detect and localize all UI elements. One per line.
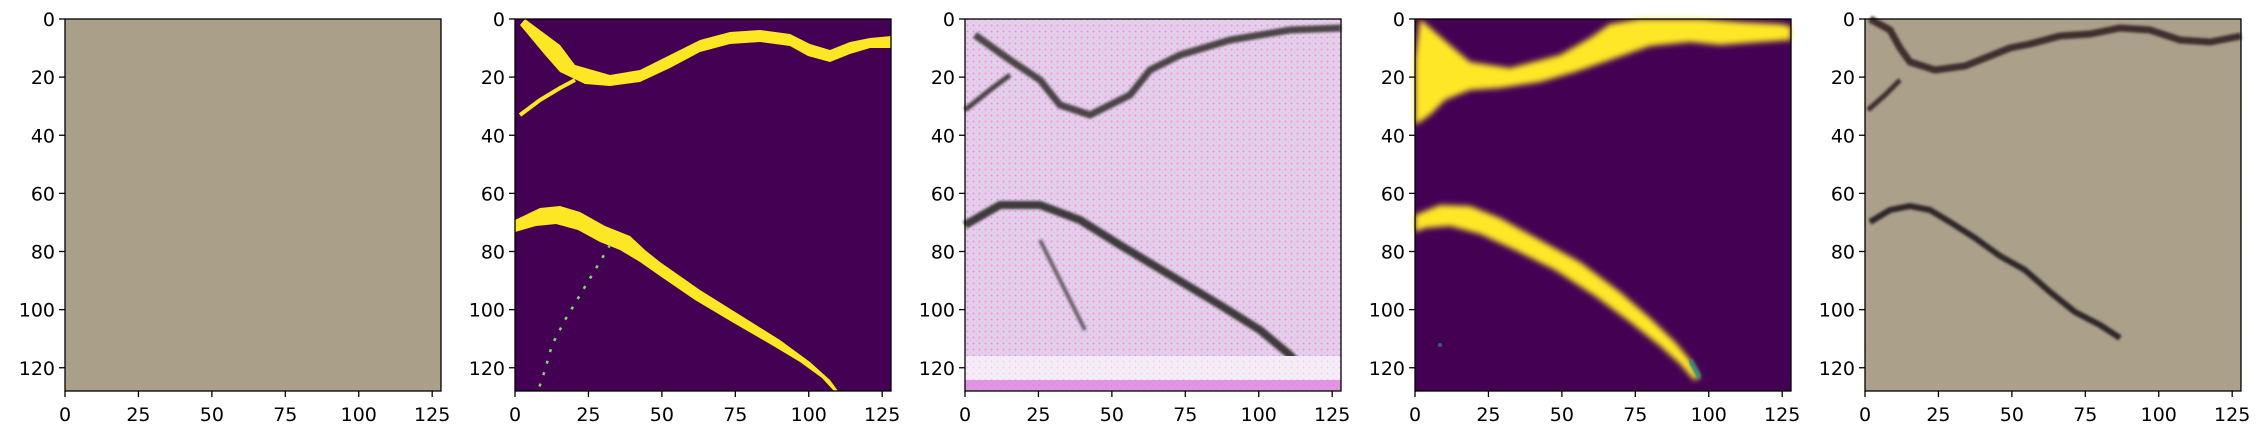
y-tick-label: 120 <box>1369 358 1405 380</box>
y-tick-label: 80 <box>1381 242 1405 264</box>
x-tick-label: 0 <box>959 404 971 426</box>
x-tick-label: 50 <box>200 404 224 426</box>
x-tick-label: 75 <box>1623 404 1647 426</box>
y-tick-label: 0 <box>943 9 955 31</box>
x-tick-label: 75 <box>723 404 747 426</box>
y-tick-label: 40 <box>481 125 505 147</box>
x-tick-label: 25 <box>576 404 600 426</box>
x-tick-label: 50 <box>2000 404 2024 426</box>
composite-crack-lower <box>1868 202 2122 341</box>
x-tick-label: 50 <box>650 404 674 426</box>
y-tick-label: 0 <box>1393 9 1405 31</box>
x-tick-label: 100 <box>2141 404 2177 426</box>
y-tick-label: 40 <box>1831 125 1855 147</box>
y-tick-label: 60 <box>1831 183 1855 205</box>
softmask-crack-upper <box>1415 19 1791 125</box>
crack-mask-lower <box>515 206 838 391</box>
y-tick-label: 120 <box>1819 358 1855 380</box>
y-tick-label: 80 <box>481 242 505 264</box>
axis-frame <box>964 18 1342 392</box>
x-tick-label: 75 <box>1173 404 1197 426</box>
y-tick-label: 80 <box>931 242 955 264</box>
x-tick-label: 25 <box>1026 404 1050 426</box>
x-tick-label: 125 <box>2214 404 2250 426</box>
y-tick-label: 100 <box>19 300 55 322</box>
y-tick-label: 80 <box>31 242 55 264</box>
x-tick-label: 125 <box>414 404 450 426</box>
y-tick-label: 20 <box>1831 67 1855 89</box>
y-tick-label: 0 <box>43 9 55 31</box>
x-tick-label: 75 <box>273 404 297 426</box>
x-tick-label: 25 <box>1476 404 1500 426</box>
mask-background <box>515 19 891 391</box>
axes-binary-mask: 0 25 50 75 100 125 0 20 40 60 80 100 120 <box>469 9 901 426</box>
x-tick-label: 75 <box>2073 404 2097 426</box>
x-tick-label: 50 <box>1550 404 1574 426</box>
crack-mask-upper <box>520 19 891 86</box>
x-tick-label: 100 <box>1241 404 1277 426</box>
y-tick-label: 20 <box>31 67 55 89</box>
softmask-crack-lower <box>1415 205 1700 380</box>
panel-generated-texture <box>963 19 1342 391</box>
y-tick-label: 40 <box>931 125 955 147</box>
y-tick-label: 20 <box>1381 67 1405 89</box>
x-tick-label: 25 <box>126 404 150 426</box>
y-tick-label: 120 <box>19 358 55 380</box>
y-tick-label: 40 <box>31 125 55 147</box>
y-tick-label: 120 <box>469 358 505 380</box>
y-tick-label: 100 <box>1369 300 1405 322</box>
y-tick-label: 80 <box>1831 242 1855 264</box>
x-tick-label: 0 <box>59 404 71 426</box>
x-tick-label: 125 <box>1314 404 1350 426</box>
x-tick-label: 0 <box>509 404 521 426</box>
y-tick-label: 0 <box>493 9 505 31</box>
y-tick-label: 0 <box>1843 9 1855 31</box>
x-tick-label: 50 <box>1100 404 1124 426</box>
x-tick-label: 100 <box>791 404 827 426</box>
y-tick-label: 100 <box>1819 300 1855 322</box>
x-tick-label: 100 <box>1691 404 1727 426</box>
y-tick-label: 60 <box>481 183 505 205</box>
axes-composited-crack: 0 25 50 75 100 125 0 20 40 60 80 100 120 <box>1819 9 2251 426</box>
x-tick-label: 25 <box>1926 404 1950 426</box>
y-tick-label: 100 <box>469 300 505 322</box>
axes-layer: 0 25 50 75 100 125 0 20 40 60 80 100 120 0 25 50 75 100 12… <box>19 9 2251 426</box>
axis-frame <box>64 18 442 392</box>
axis-frame <box>1414 18 1792 392</box>
x-tick-label: 0 <box>1859 404 1871 426</box>
x-tick-label: 100 <box>341 404 377 426</box>
y-tick-label: 40 <box>1381 125 1405 147</box>
panel-soft-mask <box>1415 19 1791 391</box>
composite-crack-upper <box>1868 15 2242 74</box>
axes-soft-mask: 0 25 50 75 100 125 0 20 40 60 80 100 120 <box>1369 9 1801 426</box>
y-tick-label: 60 <box>1381 183 1405 205</box>
axis-frame <box>514 18 892 392</box>
y-tick-label: 120 <box>919 358 955 380</box>
y-tick-label: 20 <box>481 67 505 89</box>
y-tick-label: 20 <box>931 67 955 89</box>
panel-binary-mask <box>515 19 891 392</box>
x-tick-label: 125 <box>864 404 900 426</box>
axes-original-texture: 0 25 50 75 100 125 0 20 40 60 80 100 120 <box>19 9 451 426</box>
axis-frame <box>1864 18 2242 392</box>
panel-composited-crack <box>1865 15 2242 391</box>
panel-original-texture <box>65 19 441 391</box>
y-tick-label: 60 <box>931 183 955 205</box>
x-tick-label: 125 <box>1764 404 1800 426</box>
y-tick-label: 100 <box>919 300 955 322</box>
axes-generated-texture: 0 25 50 75 100 125 0 20 40 60 80 100 120 <box>919 9 1351 426</box>
x-tick-label: 0 <box>1409 404 1421 426</box>
y-tick-label: 60 <box>31 183 55 205</box>
